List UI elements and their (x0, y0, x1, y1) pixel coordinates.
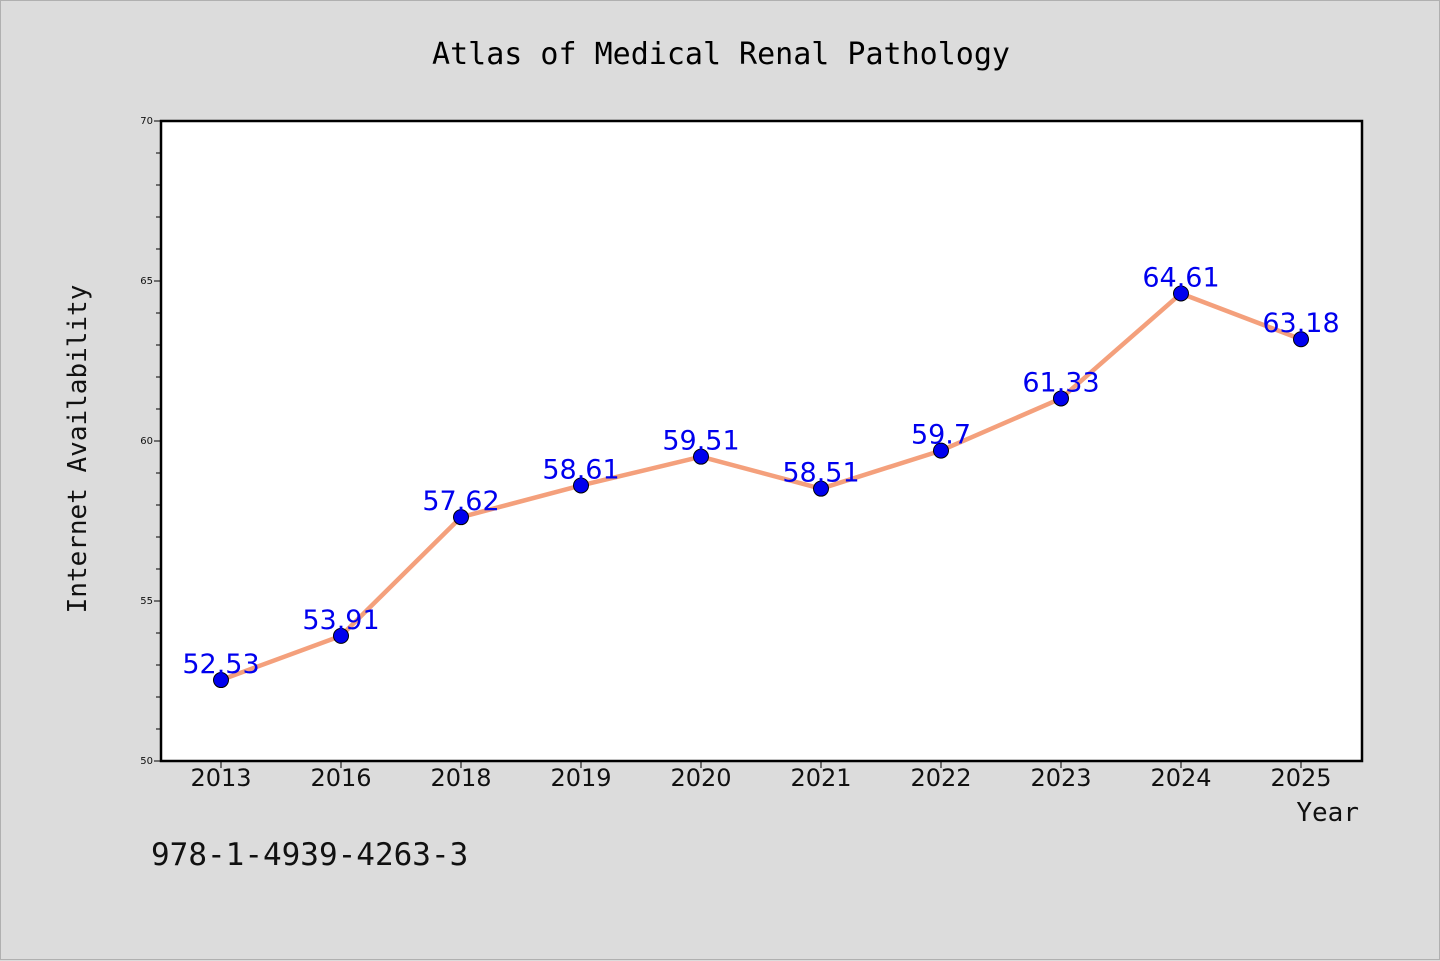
data-label: 64.61 (1142, 262, 1219, 293)
data-point (573, 477, 589, 494)
chart-title: Atlas of Medical Renal Pathology (432, 37, 1010, 72)
data-label: 53.91 (302, 605, 379, 636)
y-tick-label: 50 (140, 756, 153, 767)
data-label: 57.62 (422, 486, 499, 517)
data-point (693, 448, 709, 465)
series-group: 52.53 53.91 57.62 58.61 59.51 58.51 59.7 61.33 6… (182, 262, 1340, 689)
data-point (813, 480, 829, 497)
data-label: 63.18 (1262, 308, 1339, 339)
data-label: 59.7 (911, 420, 971, 451)
y-tick-label: 60 (140, 436, 153, 447)
data-point (1173, 285, 1189, 302)
y-tick-label: 55 (140, 596, 153, 607)
x-tick-label: 2022 (910, 764, 971, 792)
x-tick-label: 2016 (310, 764, 371, 792)
plot-area (159, 119, 1364, 763)
x-tick-label: 2021 (790, 764, 851, 792)
data-point (1293, 331, 1309, 348)
data-label: 61.33 (1022, 367, 1099, 398)
x-tick-label: 2020 (670, 764, 731, 792)
x-axis: 2013 2016 2018 2019 2020 2021 2022 2023 2024 2025 (190, 761, 1332, 792)
x-tick-label: 2018 (430, 764, 491, 792)
data-label: 59.51 (662, 426, 739, 457)
data-label: 58.51 (782, 458, 859, 489)
x-axis-label: Year (1296, 798, 1359, 828)
x-tick-label: 2019 (550, 764, 611, 792)
data-label: 52.53 (182, 649, 259, 680)
x-tick-label: 2024 (1150, 764, 1211, 792)
x-tick-label: 2013 (190, 764, 251, 792)
series-line (220, 291, 1302, 683)
data-point (333, 627, 349, 644)
x-tick-label: 2025 (1270, 764, 1331, 792)
data-point (933, 442, 949, 459)
y-axis-label: Internet Availability (63, 285, 93, 614)
x-tick-label: 2023 (1030, 764, 1091, 792)
y-tick-label: 65 (140, 276, 153, 287)
data-point (1053, 390, 1069, 407)
data-label: 58.61 (542, 454, 619, 485)
data-point (453, 509, 469, 526)
y-axis: 50 55 60 65 70 (140, 116, 161, 767)
data-point (213, 672, 229, 689)
y-tick-label: 70 (140, 116, 153, 127)
isbn-footer: 978-1-4939-4263-3 (151, 837, 468, 873)
